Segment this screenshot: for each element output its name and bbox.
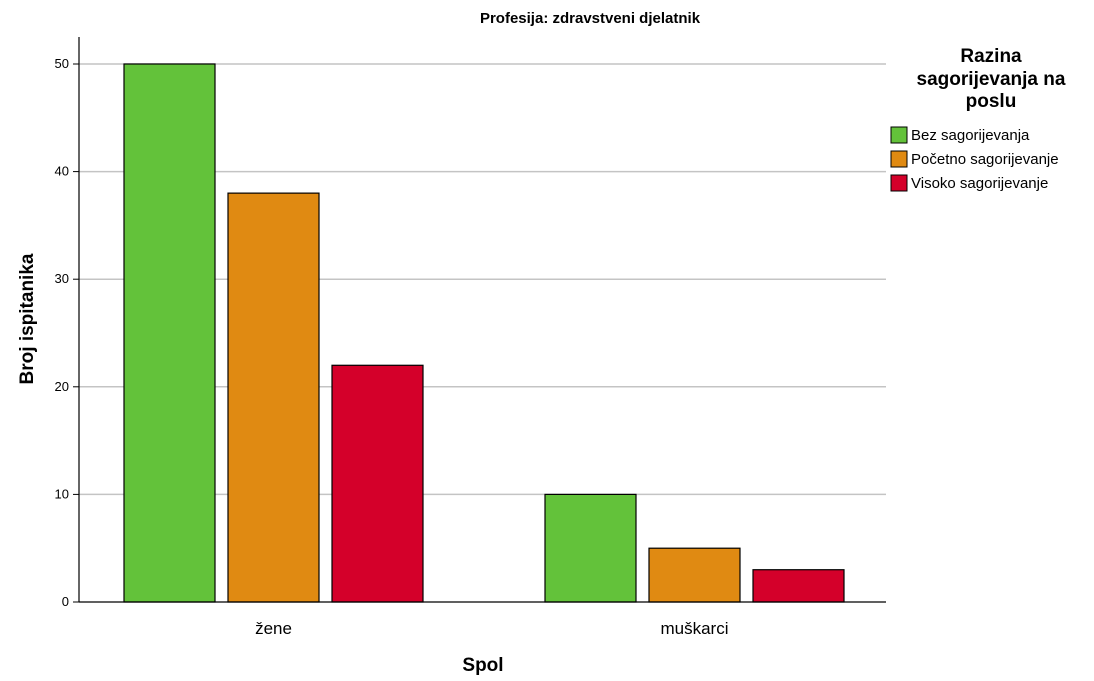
x-axis-title: Spol bbox=[462, 655, 503, 676]
legend-title-line-3: poslu bbox=[966, 91, 1017, 112]
legend-title-line-2: sagorijevanja na bbox=[917, 69, 1066, 90]
bar-zene-series-3 bbox=[331, 364, 424, 603]
y-tick-label-50: 50 bbox=[55, 56, 69, 71]
bar-muskarci-series-3 bbox=[752, 569, 845, 603]
legend-label-2: Početno sagorijevanje bbox=[911, 151, 1059, 168]
chart-title: Profesija: zdravstveni djelatnik bbox=[480, 10, 701, 27]
y-tick-label-20: 20 bbox=[55, 379, 69, 394]
y-tick-label-10: 10 bbox=[55, 486, 69, 501]
y-tick-label-40: 40 bbox=[55, 164, 69, 179]
bar-zene-series-1 bbox=[123, 63, 216, 603]
axes: 0 10 20 30 40 50 žene muškarci bbox=[55, 37, 886, 638]
bar-muskarci-series-2 bbox=[648, 547, 741, 603]
y-axis-title-text: Broj ispitanika bbox=[17, 253, 38, 384]
x-category-label-1: žene bbox=[255, 619, 292, 638]
legend-label-1: Bez sagorijevanja bbox=[911, 127, 1030, 144]
bar-muskarci-series-1 bbox=[544, 493, 637, 603]
legend-swatch-3 bbox=[890, 174, 908, 192]
legend-label-3: Visoko sagorijevanje bbox=[911, 175, 1048, 192]
legend-title-line-1: Razina bbox=[960, 46, 1022, 67]
bars bbox=[123, 63, 845, 603]
y-tick-label-0: 0 bbox=[62, 594, 69, 609]
x-category-label-2: muškarci bbox=[660, 619, 728, 638]
legend-swatch-1 bbox=[890, 126, 908, 144]
y-axis-title: Broj ispitanika bbox=[17, 253, 38, 384]
bar-zene-series-2 bbox=[227, 192, 320, 603]
y-tick-label-30: 30 bbox=[55, 271, 69, 286]
legend-swatch-2 bbox=[890, 150, 908, 168]
